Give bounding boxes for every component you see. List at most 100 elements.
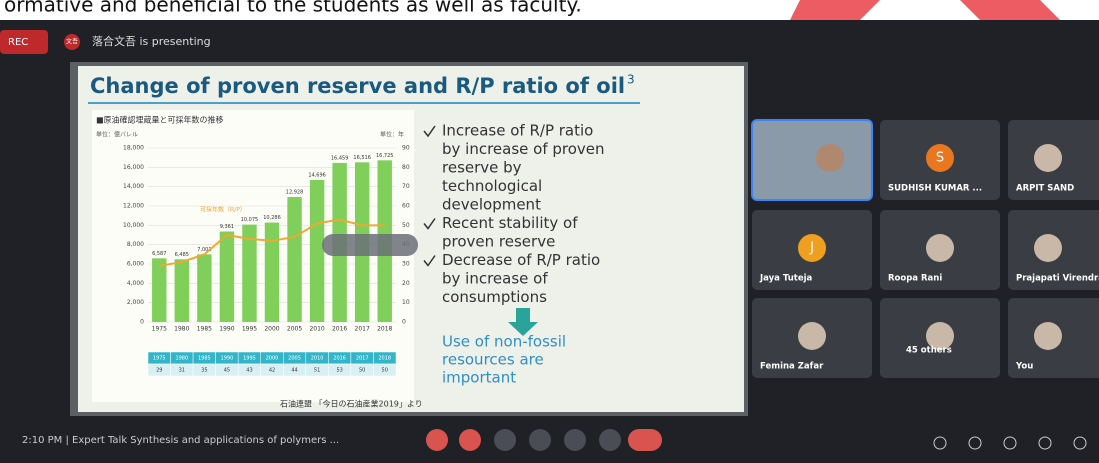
table-year: 2016 (333, 356, 346, 362)
bar (310, 180, 324, 322)
slide-title: Change of proven reserve and R/P ratio o… (90, 74, 625, 98)
table-year: 2017 (356, 356, 369, 362)
bullet-line: Increase of R/P ratio (442, 122, 593, 140)
screenshot: ormative and beneficial to the students … (0, 0, 1099, 463)
leave-button[interactable] (628, 429, 662, 451)
table-ratio: 29 (156, 368, 162, 374)
bar-value-label: 12,928 (286, 190, 304, 196)
table-ratio: 31 (179, 368, 185, 374)
slide-source: 石油連盟 「今日の石油産業2019」より (280, 399, 423, 409)
x-tick-label: 1975 (152, 326, 167, 333)
table-year: 2000 (266, 356, 279, 362)
y2-tick-label: 90 (402, 145, 410, 152)
table-ratio: 42 (269, 368, 275, 374)
bar-value-label: 9,361 (220, 224, 234, 230)
presenter-video (752, 120, 872, 200)
bar-value-label: 10,075 (241, 217, 259, 223)
x-tick-label: 1980 (174, 326, 189, 333)
y-tick-label: 12,000 (123, 203, 144, 210)
table-year: 1980 (175, 356, 188, 362)
slide-title-note: 3 (627, 73, 635, 87)
participant-avatar (1034, 234, 1062, 262)
table-year: 2010 (311, 356, 324, 362)
table-ratio: 44 (291, 368, 297, 374)
x-tick-label: 2018 (377, 326, 392, 333)
hand-button[interactable] (529, 429, 551, 451)
bar (287, 197, 301, 322)
participant-name: Femina Zafar (760, 362, 824, 372)
x-tick-label: 2000 (264, 326, 279, 333)
x-tick-label: 2016 (332, 326, 347, 333)
y-tick-label: 10,000 (123, 222, 144, 229)
table-ratio: 45 (224, 368, 230, 374)
conclusion-line: Use of non-fossil (442, 333, 566, 351)
bar-value-label: 10,286 (263, 215, 281, 221)
table-year: 1975 (153, 356, 166, 362)
annotation-toolbar[interactable] (322, 234, 418, 256)
y2-tick-label: 20 (402, 280, 410, 287)
camera-button[interactable] (459, 429, 481, 451)
participant-grid: SSUDHISH KUMAR ...ARPIT SANDJJaya Tuteja… (752, 120, 1099, 378)
table-year: 1990 (221, 356, 234, 362)
bullet-line: technological (442, 177, 542, 195)
x-tick-label: 2005 (287, 326, 302, 333)
table-year: 1985 (198, 356, 211, 362)
table-year: 2005 (288, 356, 301, 362)
captions-button[interactable] (494, 429, 516, 451)
y-tick-label: 18,000 (123, 145, 144, 152)
y-tick-label: 14,000 (123, 183, 144, 190)
bullet-line: consumptions (442, 288, 547, 306)
table-ratio: 51 (314, 368, 320, 374)
bar (197, 254, 211, 322)
participant-avatar (1034, 322, 1062, 350)
y2-tick-label: 10 (402, 299, 410, 306)
x-tick-label: 1995 (242, 326, 257, 333)
chart-title: ■原油確認埋蔵量と可採年数の推移 (96, 115, 224, 125)
bar (152, 258, 166, 322)
bullet-line: Recent stability of (442, 214, 578, 232)
table-year: 1995 (243, 356, 256, 362)
y2-tick-label: 70 (402, 183, 410, 190)
caption: ormative and beneficial to the students … (4, 0, 582, 17)
conclusion-line: resources are (442, 351, 544, 369)
y-tick-label: 6,000 (127, 261, 144, 268)
y2-tick-label: 80 (402, 164, 410, 171)
participant-name: SUDHISH KUMAR ... (888, 184, 982, 194)
participant-avatar (798, 322, 826, 350)
bar-value-label: 14,696 (308, 172, 326, 178)
table-ratio: 35 (201, 368, 207, 374)
participant-name: ARPIT SAND (1016, 184, 1074, 194)
table-ratio: 53 (336, 368, 342, 374)
participant-name: You (1015, 362, 1033, 372)
conclusion-line: important (442, 369, 516, 387)
x-tick-label: 1985 (197, 326, 212, 333)
participant-name: Roopa Rani (888, 274, 942, 284)
y2-tick-label: 30 (402, 261, 410, 268)
presenter-initials: 文吾 (66, 38, 78, 46)
presenting-label: 落合文吾 is presenting (92, 34, 211, 48)
y-unit: 単位：億バレル (96, 131, 138, 139)
bullet-line: by increase of (442, 270, 548, 288)
table-ratio: 50 (382, 368, 388, 374)
x-tick-label: 2017 (355, 326, 370, 333)
mic-button[interactable] (426, 429, 448, 451)
more-button[interactable] (599, 429, 621, 451)
participant-avatar (1034, 144, 1062, 172)
presenter-head (816, 144, 844, 172)
table-ratio: 50 (359, 368, 365, 374)
present-button[interactable] (564, 429, 586, 451)
y-tick-label: 8,000 (127, 241, 144, 248)
bullet-line: by increase of proven (442, 140, 605, 158)
ratio-label: 可採年数（R/P） (200, 205, 246, 213)
meeting-footer: 2:10 PM | Expert Talk Synthesis and appl… (22, 435, 339, 446)
y-tick-label: 16,000 (123, 164, 144, 171)
y2-tick-label: 50 (402, 222, 410, 229)
participant-avatar (926, 234, 954, 262)
bullet-line: Decrease of R/P ratio (442, 251, 600, 269)
bar-value-label: 16,516 (353, 155, 371, 161)
table-ratio: 43 (246, 368, 252, 374)
table-year: 2018 (378, 356, 391, 362)
bullet-line: development (442, 196, 541, 214)
bar (175, 259, 189, 322)
y2-unit: 単位：年 (380, 131, 404, 139)
